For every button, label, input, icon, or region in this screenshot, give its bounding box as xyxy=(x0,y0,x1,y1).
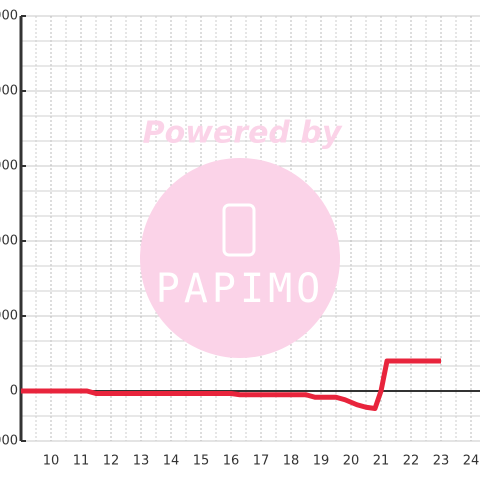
watermark-circle xyxy=(140,158,340,358)
x-tick-label: 21 xyxy=(373,454,390,469)
y-tick-label: -20,000 xyxy=(0,434,18,449)
y-tick-label: 30,000 xyxy=(0,309,18,324)
x-tick-label: 22 xyxy=(403,454,420,469)
x-tick-label: 14 xyxy=(163,454,180,469)
x-tick-label: 17 xyxy=(253,454,270,469)
y-tick-label: 0 xyxy=(10,384,18,399)
watermark-text: Powered by xyxy=(143,116,343,151)
y-tick-label: 150,000 xyxy=(0,9,18,24)
x-tick-label: 10 xyxy=(43,454,60,469)
x-tick-label: 23 xyxy=(433,454,450,469)
x-tick-label: 16 xyxy=(223,454,240,469)
y-tick-label: 60,000 xyxy=(0,234,18,249)
x-tick-label: 15 xyxy=(193,454,210,469)
x-tick-label: 20 xyxy=(343,454,360,469)
x-tick-label: 24 xyxy=(463,454,480,469)
watermark-logo: PAPIMO xyxy=(156,266,325,312)
x-tick-label: 12 xyxy=(103,454,120,469)
x-tick-label: 13 xyxy=(133,454,150,469)
line-series xyxy=(21,358,441,411)
x-tick-label: 18 xyxy=(283,454,300,469)
y-tick-label: 120,000 xyxy=(0,84,18,99)
x-tick-label: 11 xyxy=(73,454,90,469)
y-tick-label: 90,000 xyxy=(0,159,18,174)
watermark-icon xyxy=(222,203,256,257)
x-tick-label: 19 xyxy=(313,454,330,469)
